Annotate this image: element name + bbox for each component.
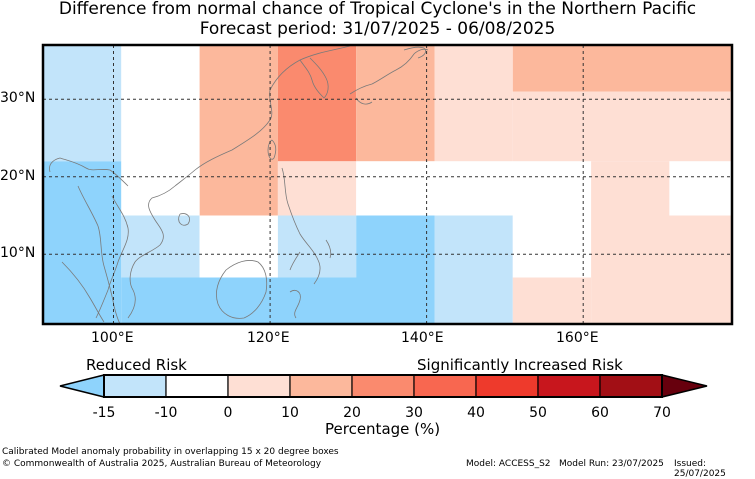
legend-swatch [475, 374, 539, 398]
legend-high-extend [661, 374, 708, 398]
legend-tick-label: 70 [653, 405, 671, 421]
legend-tick-label: 30 [405, 405, 423, 421]
anomaly-cell [512, 161, 592, 216]
anomaly-cell [199, 45, 278, 216]
footer-copyright: © Commonwealth of Australia 2025, Austra… [2, 459, 322, 469]
increased-risk-label: Significantly Increased Risk [417, 356, 623, 374]
lat-label-30n: 30°N [0, 90, 36, 106]
legend-swatch [351, 374, 415, 398]
lon-label-120e: 120°E [247, 330, 290, 346]
legend-axis-label: Percentage (%) [325, 420, 441, 438]
anomaly-cell [277, 215, 357, 278]
reduced-risk-label: Reduced Risk [86, 356, 187, 374]
legend-tick-label: 0 [223, 405, 233, 421]
legend-swatch [165, 374, 229, 398]
anomaly-cell [43, 161, 122, 325]
legend-swatch [413, 374, 477, 398]
peninsula-coastline [77, 185, 121, 325]
legend-tick-label: -15 [92, 405, 116, 421]
anomaly-cell [121, 215, 200, 278]
anomaly-cell [434, 277, 513, 324]
taiwan-coastline [267, 139, 277, 160]
indochina-coastline [95, 195, 129, 319]
lon-label-140e: 140°E [401, 330, 444, 346]
lat-label-20n: 20°N [0, 168, 36, 184]
anomaly-cell [356, 215, 435, 278]
anomaly-cell [434, 215, 513, 278]
anomaly-cell [591, 215, 732, 324]
anomaly-cell [121, 161, 200, 216]
anomaly-cell [434, 45, 513, 162]
sumatra-coastline [61, 261, 105, 323]
anomaly-cell [43, 45, 122, 162]
legend-swatch [599, 374, 663, 398]
footer-issued: Issued: 25/07/2025 [674, 459, 726, 479]
anomaly-cell [277, 161, 357, 216]
footer-model-run: Model Run: 23/07/2025 [559, 459, 664, 469]
legend-tick-label: 50 [529, 405, 547, 421]
legend-tick-label: 60 [591, 405, 609, 421]
legend-tick-label: 10 [281, 405, 299, 421]
hainan-coastline [178, 213, 190, 226]
anomaly-cell [669, 161, 732, 216]
hokkaido-coastline [403, 46, 426, 59]
anomaly-cells [43, 45, 732, 325]
legend-tick-label: 40 [467, 405, 485, 421]
legend-outline [103, 374, 663, 398]
legend-swatch [103, 374, 167, 398]
philippines-coastline [281, 167, 332, 285]
anomaly-cell [277, 45, 357, 162]
anomaly-cell [121, 45, 200, 162]
coastline [49, 45, 429, 325]
forecast-period: Forecast period: 31/07/2025 - 06/08/2025 [199, 19, 556, 39]
lon-label-160e: 160°E [556, 330, 599, 346]
lon-label-100e: 100°E [91, 330, 134, 346]
graticule [43, 45, 732, 324]
anomaly-cell [199, 215, 278, 278]
anomaly-cell [512, 277, 592, 324]
legend-colorbar [59, 374, 708, 398]
anomaly-cell [591, 161, 670, 216]
legend-swatch [537, 374, 601, 398]
borneo-coastline [216, 260, 268, 319]
footer-description: Calibrated Model anomaly probability in … [2, 447, 339, 457]
legend-tick-label: 20 [343, 405, 361, 421]
map-frame [41, 43, 734, 326]
legend-tick-label: -10 [154, 405, 178, 421]
anomaly-cell [356, 161, 513, 216]
legend-swatch [227, 374, 291, 398]
anomaly-cell [512, 91, 732, 162]
korea-coastline [299, 57, 329, 99]
anomaly-cell [512, 215, 592, 278]
anomaly-cell [512, 45, 732, 92]
map-title: Difference from normal chance of Tropica… [58, 0, 697, 19]
gulf-coastline [49, 157, 129, 187]
legend-low-extend [59, 374, 105, 398]
legend-swatch [289, 374, 353, 398]
lat-label-10n: 10°N [0, 245, 36, 261]
sulawesi-coastline [289, 290, 301, 319]
footer-model: Model: ACCESS_S2 [466, 459, 551, 469]
anomaly-cell [356, 45, 435, 162]
anomaly-cell [121, 277, 435, 324]
